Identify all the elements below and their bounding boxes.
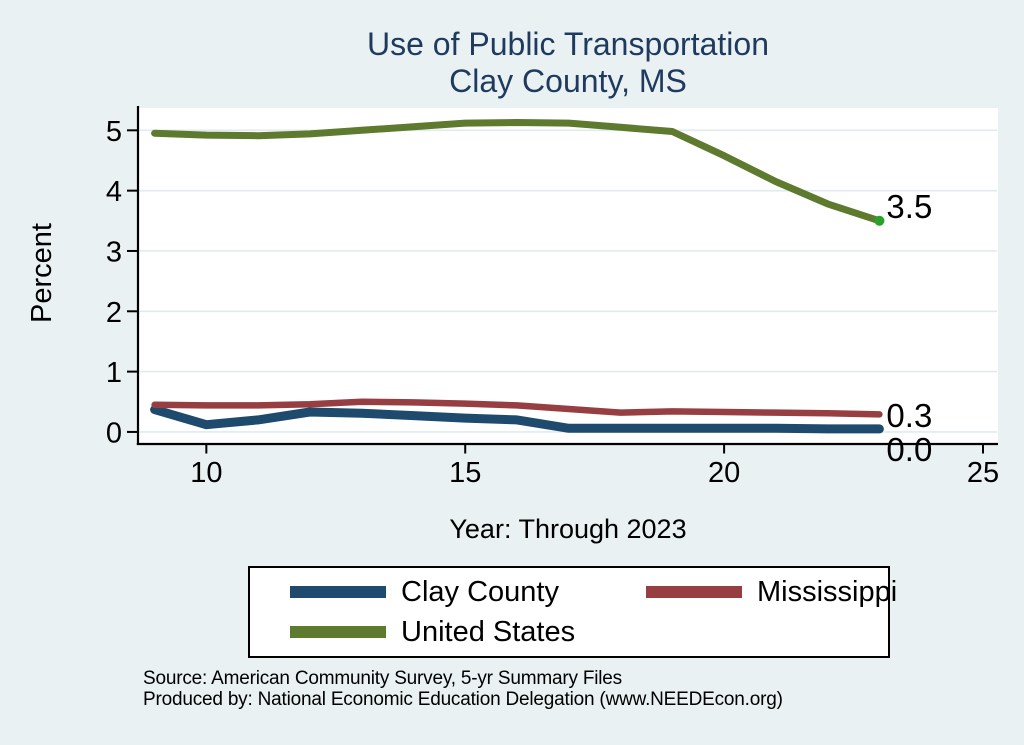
y-tick-label-2: 2	[106, 297, 122, 329]
legend-item-mississippi: Mississippi	[646, 576, 897, 609]
x-tick-label-25: 25	[967, 457, 999, 489]
x-tick-label-20: 20	[708, 457, 740, 489]
end-label-clay-county: 0.0	[886, 431, 933, 469]
legend-item-clay-county: Clay County	[290, 576, 646, 609]
series-line-united-states	[151, 119, 883, 225]
end-marker-united-states	[874, 215, 885, 226]
y-tick-label-3: 3	[106, 236, 122, 268]
legend-swatch-clay-county	[290, 586, 386, 598]
chart-subtitle: Clay County, MS	[449, 63, 687, 99]
plot-area: 0 1 2 3 4 5 10 15 20 25	[106, 106, 999, 489]
legend-swatch-united-states	[290, 626, 386, 638]
x-axis-title: Year: Through 2023	[449, 514, 687, 544]
end-label-mississippi: 0.3	[886, 396, 933, 434]
legend-label-clay-county: Clay County	[401, 575, 559, 608]
source-line-2: Produced by: National Economic Education…	[143, 689, 783, 710]
legend-item-united-states: United States	[290, 616, 646, 649]
chart-title: Use of Public Transportation	[367, 26, 769, 62]
series-line-mississippi	[151, 398, 883, 418]
source-line-1: Source: American Community Survey, 5-yr …	[143, 668, 622, 689]
legend: Clay County Mississippi United States	[248, 566, 897, 658]
source-block: Source: American Community Survey, 5-yr …	[143, 668, 783, 710]
plot-background	[139, 108, 998, 444]
y-tick-label-0: 0	[106, 417, 122, 449]
legend-label-united-states: United States	[401, 615, 576, 648]
legend-label-mississippi: Mississippi	[757, 575, 898, 608]
y-tick-label-5: 5	[106, 116, 122, 148]
y-tick-label-4: 4	[106, 176, 122, 208]
x-tick-label-10: 10	[190, 457, 222, 489]
chart-title-block: Use of Public Transportation Clay County…	[138, 26, 998, 100]
legend-swatch-mississippi	[646, 586, 742, 598]
y-axis-title: Percent	[26, 223, 58, 323]
end-label-united-states: 3.5	[886, 188, 933, 226]
y-tick-label-1: 1	[106, 357, 122, 389]
x-tick-label-15: 15	[449, 457, 481, 489]
series-line-clay-county	[150, 405, 884, 434]
